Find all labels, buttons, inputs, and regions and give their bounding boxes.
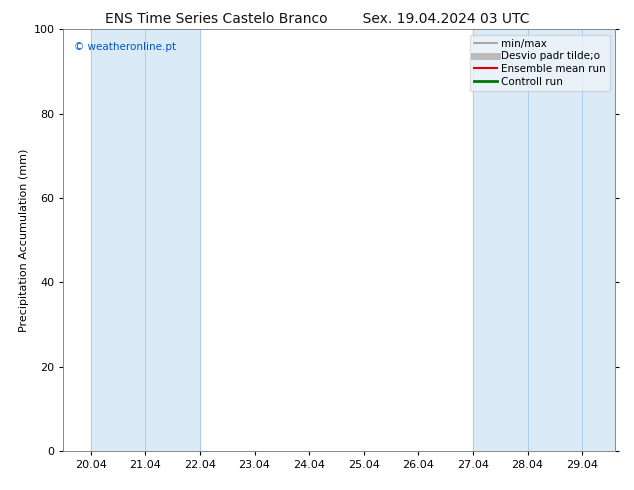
- Text: © weatheronline.pt: © weatheronline.pt: [74, 42, 176, 52]
- Text: ENS Time Series Castelo Branco        Sex. 19.04.2024 03 UTC: ENS Time Series Castelo Branco Sex. 19.0…: [105, 12, 529, 26]
- Legend: min/max, Desvio padr tilde;o, Ensemble mean run, Controll run: min/max, Desvio padr tilde;o, Ensemble m…: [470, 35, 610, 91]
- Bar: [582, 29, 621, 451]
- Bar: [91, 29, 145, 451]
- Y-axis label: Precipitation Accumulation (mm): Precipitation Accumulation (mm): [19, 148, 29, 332]
- Bar: [145, 29, 200, 451]
- Bar: [527, 29, 582, 451]
- Bar: [473, 29, 527, 451]
